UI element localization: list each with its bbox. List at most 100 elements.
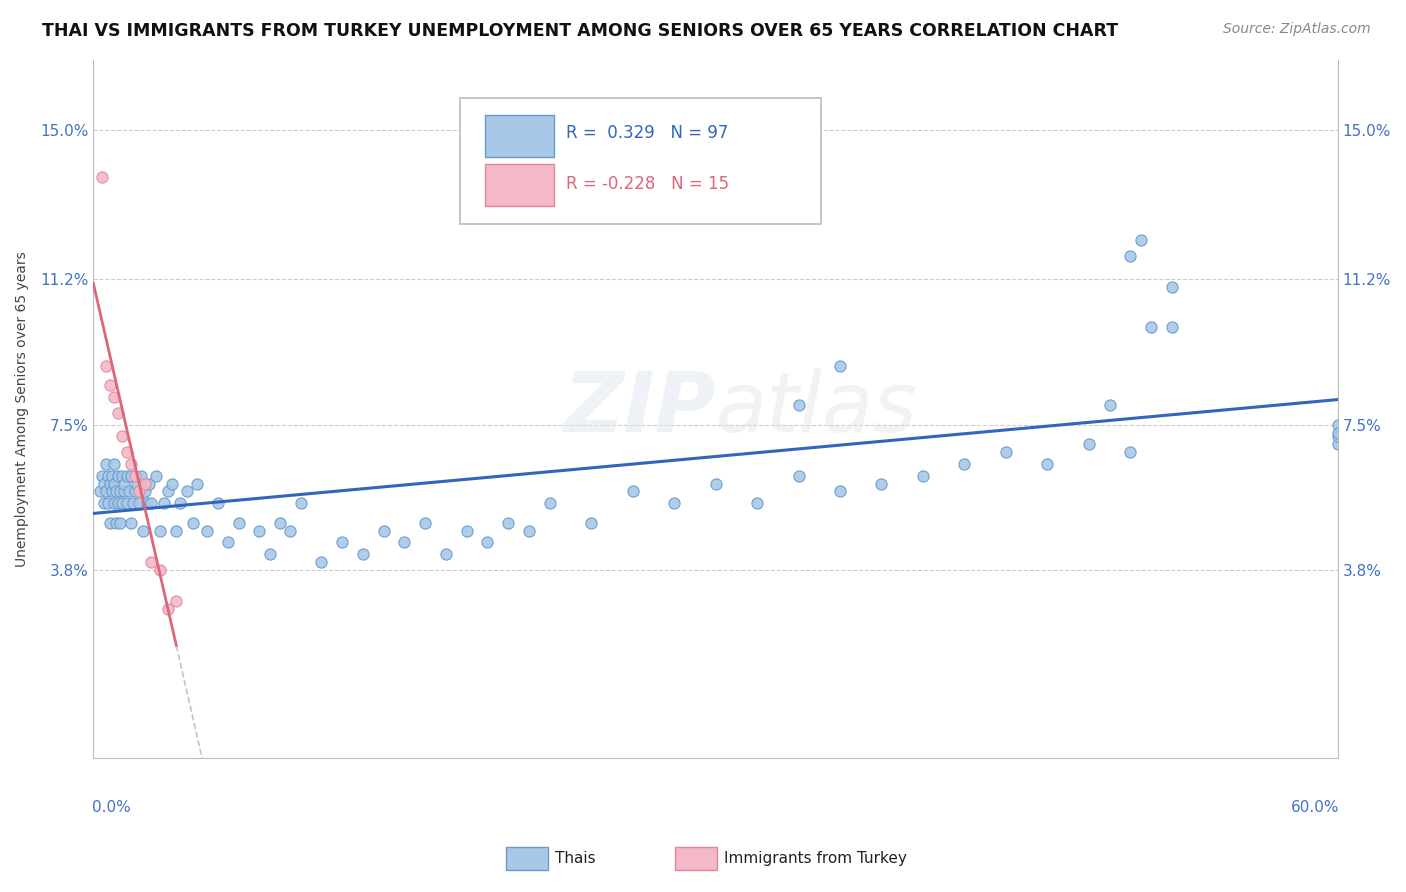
Text: 0.0%: 0.0% <box>93 800 131 815</box>
Immigrants from Turkey <box>107 406 129 420</box>
Thais <box>94 457 117 471</box>
Thais <box>538 496 561 510</box>
Thais <box>121 496 143 510</box>
Thais <box>311 555 333 569</box>
Thais <box>120 516 142 530</box>
Thais <box>93 496 115 510</box>
Thais <box>434 547 457 561</box>
Immigrants from Turkey <box>134 476 156 491</box>
Immigrants from Turkey <box>115 445 138 459</box>
Thais <box>125 476 148 491</box>
Thais <box>477 535 499 549</box>
Immigrants from Turkey <box>94 359 117 373</box>
Thais <box>111 468 134 483</box>
Thais <box>352 547 374 561</box>
Thais <box>110 484 132 499</box>
Thais <box>107 468 129 483</box>
Thais <box>870 476 893 491</box>
Thais <box>787 398 810 412</box>
Thais <box>1160 280 1182 294</box>
Immigrants from Turkey <box>149 563 172 577</box>
Thais <box>120 468 142 483</box>
Text: ZIP: ZIP <box>562 368 716 450</box>
Thais <box>197 524 219 538</box>
Thais <box>496 516 519 530</box>
Thais <box>114 484 136 499</box>
Thais <box>911 468 934 483</box>
Thais <box>1326 417 1348 432</box>
Thais <box>1160 319 1182 334</box>
Thais <box>98 476 121 491</box>
Thais <box>129 468 152 483</box>
Immigrants from Turkey <box>90 170 112 185</box>
Thais <box>110 516 132 530</box>
Thais <box>517 524 540 538</box>
Thais <box>111 496 134 510</box>
Immigrants from Turkey <box>141 555 163 569</box>
FancyBboxPatch shape <box>485 164 554 206</box>
Thais <box>953 457 976 471</box>
Thais <box>1326 437 1348 451</box>
Thais <box>107 496 129 510</box>
Thais <box>828 359 851 373</box>
Thais <box>1119 249 1142 263</box>
Thais <box>141 496 163 510</box>
Thais <box>621 484 644 499</box>
Thais <box>145 468 167 483</box>
Thais <box>103 457 125 471</box>
Thais <box>259 547 281 561</box>
Thais <box>97 496 120 510</box>
Thais <box>1326 425 1348 440</box>
Immigrants from Turkey <box>111 429 134 443</box>
Thais <box>207 496 229 510</box>
Thais <box>330 535 353 549</box>
Thais <box>280 524 302 538</box>
Thais <box>134 484 156 499</box>
Thais <box>103 476 125 491</box>
Thais <box>138 476 160 491</box>
Y-axis label: Unemployment Among Seniors over 65 years: Unemployment Among Seniors over 65 years <box>15 252 30 566</box>
Thais <box>704 476 727 491</box>
Thais <box>828 484 851 499</box>
FancyBboxPatch shape <box>460 98 821 224</box>
Thais <box>662 496 685 510</box>
Thais <box>745 496 768 510</box>
Immigrants from Turkey <box>103 390 125 404</box>
Thais <box>132 524 155 538</box>
Thais <box>98 516 121 530</box>
Thais <box>787 468 810 483</box>
Thais <box>149 524 172 538</box>
Thais <box>217 535 239 549</box>
Immigrants from Turkey <box>128 484 150 499</box>
Thais <box>105 516 128 530</box>
FancyBboxPatch shape <box>485 115 554 157</box>
Thais <box>373 524 395 538</box>
Thais <box>94 484 117 499</box>
Thais <box>394 535 416 549</box>
Thais <box>579 516 602 530</box>
Thais <box>89 484 111 499</box>
Immigrants from Turkey <box>98 378 121 392</box>
Thais <box>115 468 138 483</box>
Thais <box>90 468 112 483</box>
Text: Thais: Thais <box>555 851 596 865</box>
Thais <box>160 476 183 491</box>
Text: atlas: atlas <box>716 368 917 450</box>
Thais <box>181 516 204 530</box>
Thais <box>124 484 146 499</box>
Thais <box>156 484 179 499</box>
Text: R = -0.228   N = 15: R = -0.228 N = 15 <box>567 175 730 193</box>
Thais <box>153 496 176 510</box>
Text: R =  0.329   N = 97: R = 0.329 N = 97 <box>567 124 728 142</box>
Immigrants from Turkey <box>156 602 179 616</box>
Thais <box>1119 445 1142 459</box>
Text: Immigrants from Turkey: Immigrants from Turkey <box>724 851 907 865</box>
Thais <box>97 468 120 483</box>
Text: Source: ZipAtlas.com: Source: ZipAtlas.com <box>1223 22 1371 37</box>
Thais <box>228 516 250 530</box>
Thais <box>103 496 125 510</box>
Thais <box>456 524 478 538</box>
Thais <box>136 496 159 510</box>
Thais <box>115 496 138 510</box>
Thais <box>169 496 191 510</box>
